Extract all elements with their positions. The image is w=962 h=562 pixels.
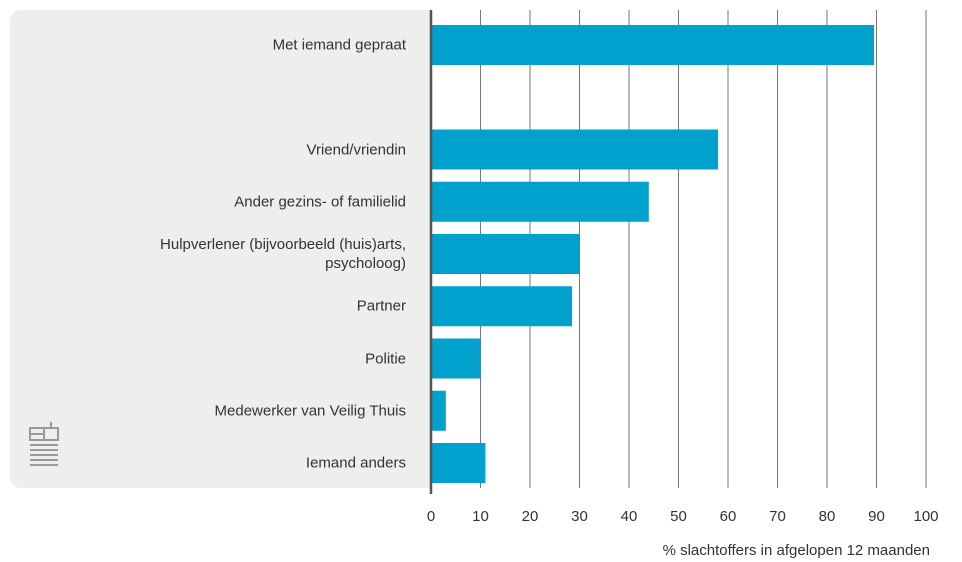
x-tick-label: 60 [720, 508, 737, 525]
x-tick-label: 10 [472, 508, 489, 525]
bar [431, 25, 875, 65]
y-tick-label: Met iemand gepraat [272, 36, 406, 54]
x-axis-label: % slachtoffers in afgelopen 12 maanden [663, 542, 930, 559]
x-tick-label: 50 [670, 508, 687, 525]
y-tick-label: Ander gezins- of familielid [234, 193, 406, 211]
x-tick-label: 20 [522, 508, 539, 525]
label-panel [10, 10, 431, 488]
bar [431, 443, 486, 483]
x-tick-label: 90 [868, 508, 885, 525]
y-tick-label: Hulpverlener (bijvoorbeeld (huis)arts, p… [160, 236, 406, 272]
bar [431, 286, 573, 327]
bar [431, 338, 481, 379]
bar [431, 129, 719, 170]
x-tick-label: 70 [769, 508, 786, 525]
logo [29, 422, 59, 466]
x-tick-label: 100 [913, 508, 938, 525]
y-tick-label: Medewerker van Veilig Thuis [214, 402, 406, 420]
y-tick-label: Politie [365, 350, 406, 367]
y-tick-label: Iemand anders [305, 454, 406, 472]
bar [431, 181, 649, 222]
bar [431, 234, 580, 274]
x-tick-label: 0 [427, 508, 435, 525]
x-tick-label: 80 [819, 508, 836, 525]
x-tick-label: 40 [621, 508, 638, 525]
bar [431, 390, 446, 431]
y-tick-label: Partner [356, 297, 406, 315]
y-tick-label: Vriend/vriendin [306, 141, 407, 158]
x-tick-label: 30 [571, 508, 588, 525]
